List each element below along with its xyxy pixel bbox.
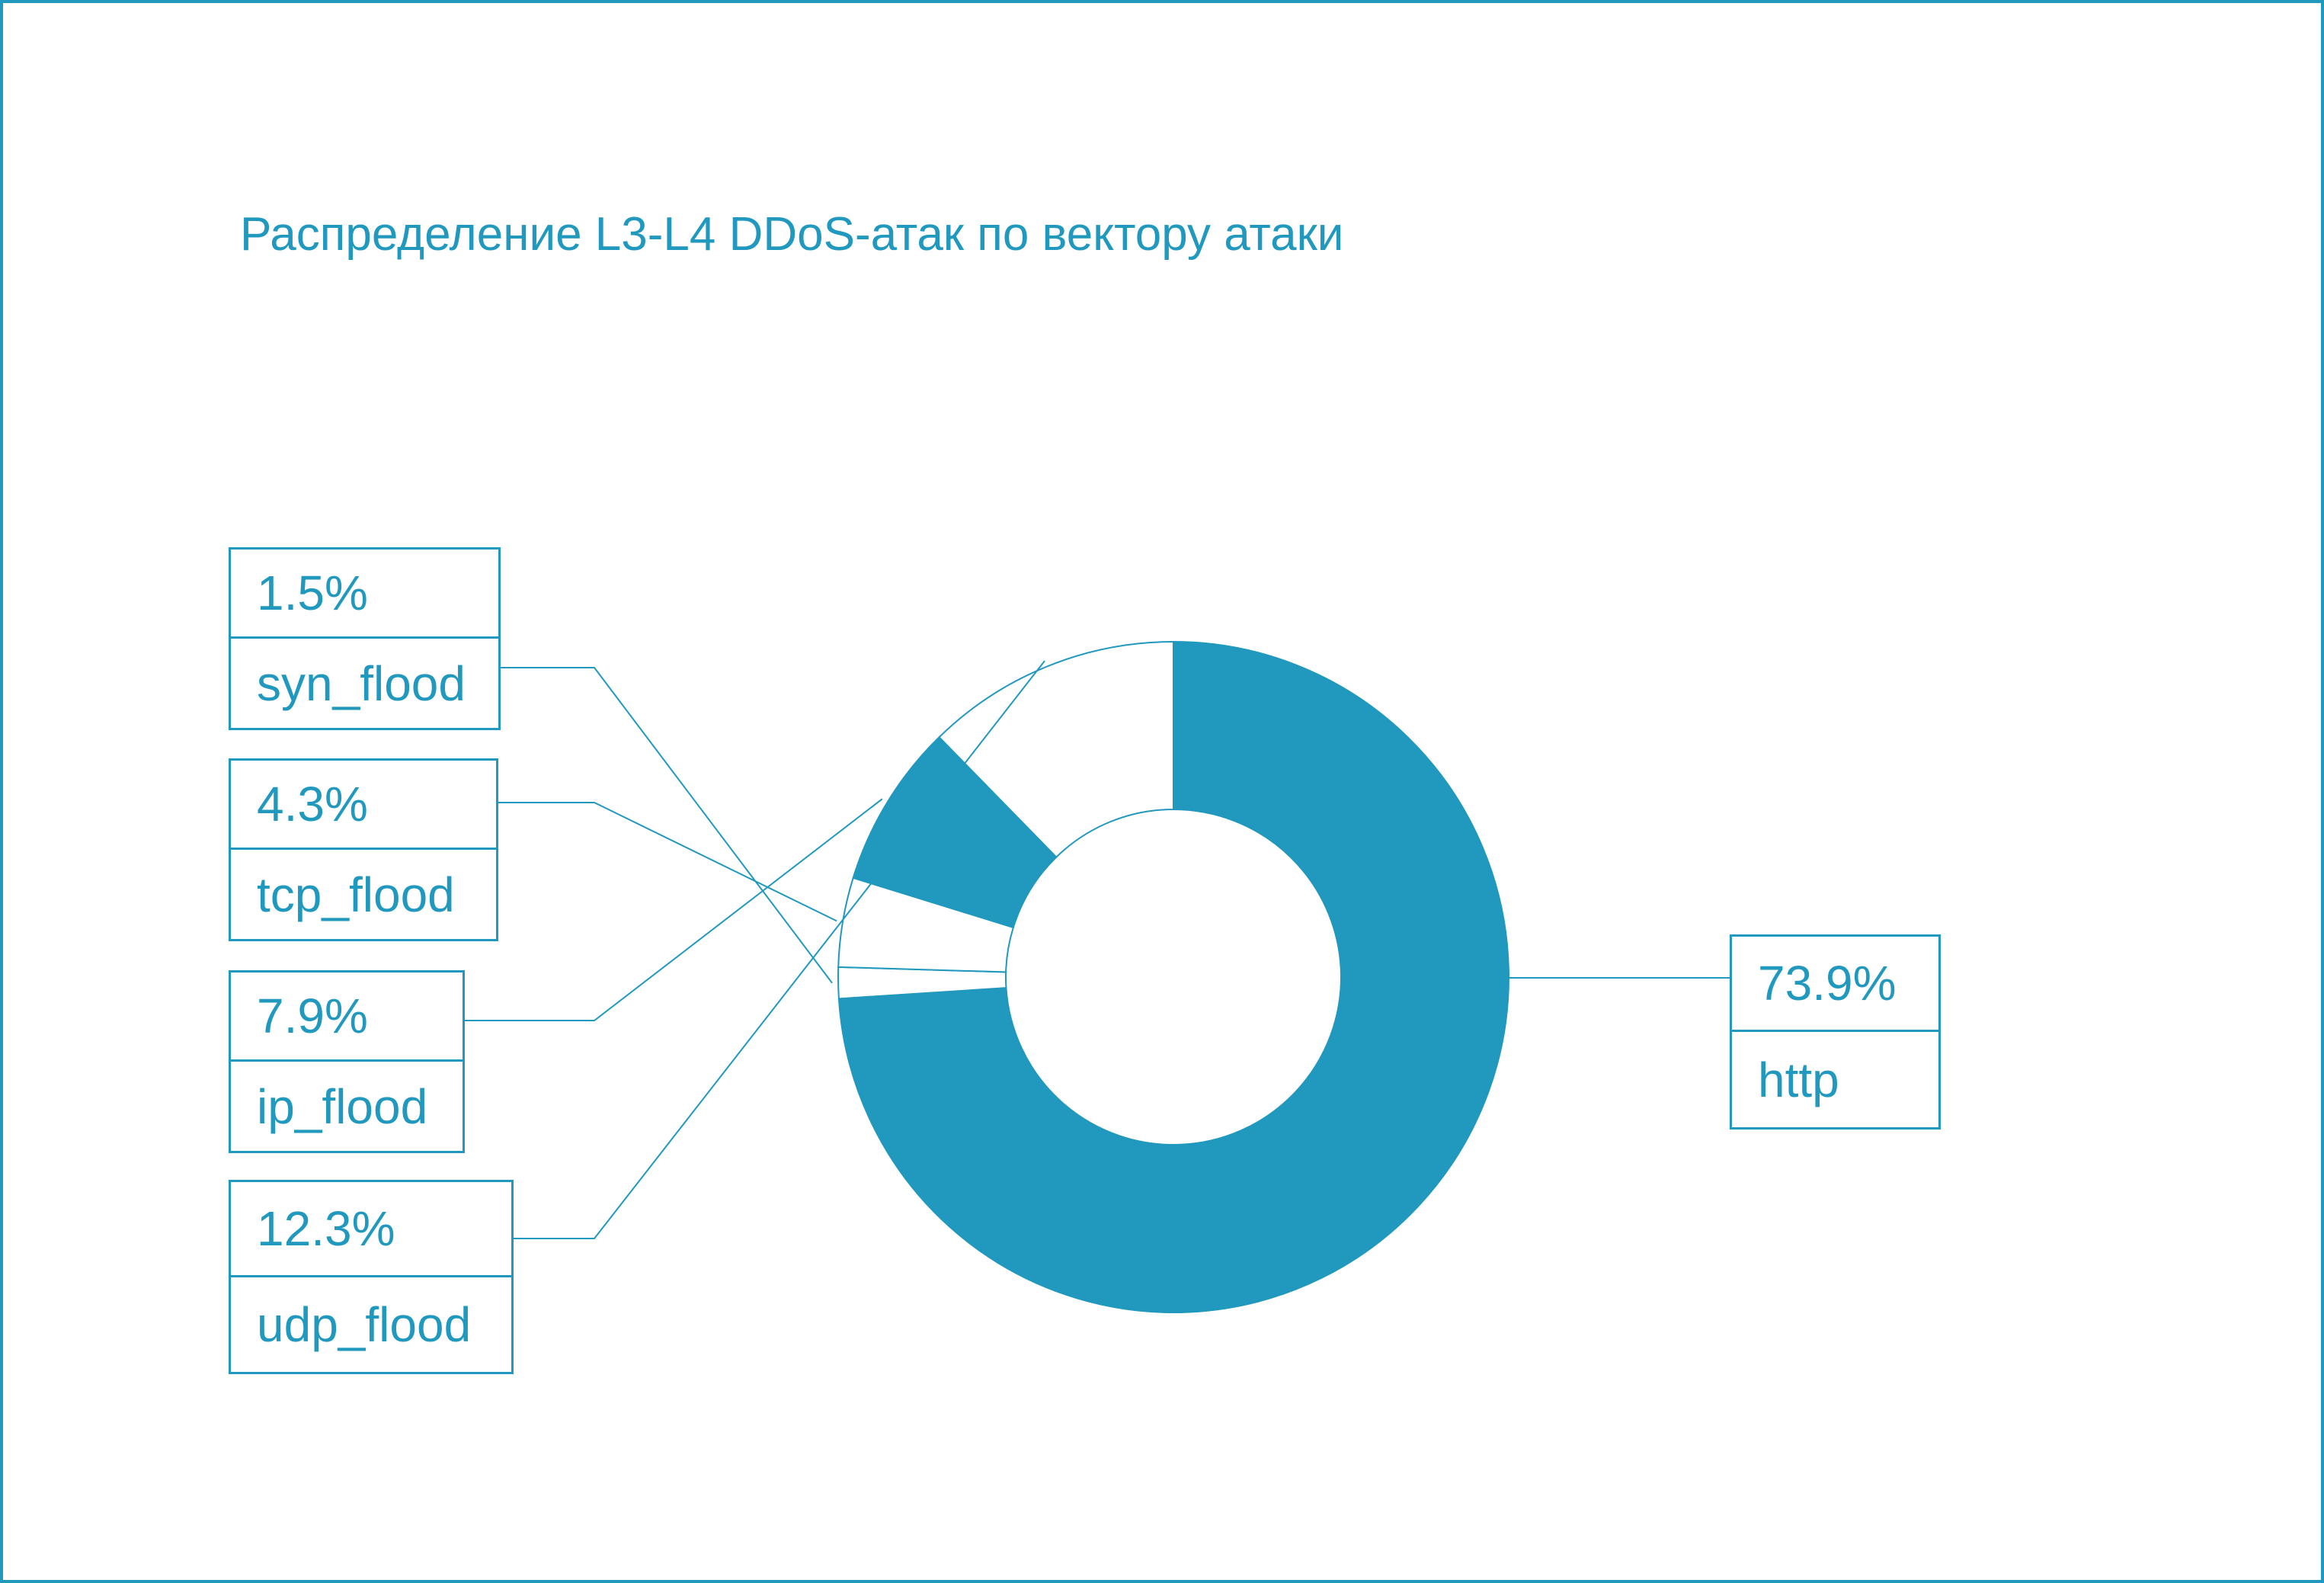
slice-http [837, 640, 1509, 1313]
label-udp-flood-value: 12.3% [231, 1182, 511, 1277]
leader-line-syn-flood [501, 667, 833, 984]
label-http-name: http [1758, 1052, 1839, 1107]
leader-line-udp-flood [514, 660, 1045, 1239]
chart-title: Распределение L3-L4 DDoS-атак по вектору… [240, 208, 1344, 261]
label-ip-flood-name: ip_flood [257, 1078, 428, 1134]
label-http: 73.9% http [1730, 934, 1941, 1130]
label-tcp-flood: 4.3% tcp_flood [229, 758, 498, 941]
label-tcp-flood-value: 4.3% [231, 761, 496, 850]
leader-lines [465, 660, 1730, 1239]
label-udp-flood-name: udp_flood [257, 1296, 472, 1352]
label-syn-flood-value: 1.5% [231, 550, 498, 639]
leader-line-tcp-flood [498, 802, 837, 922]
label-ip-flood: 7.9% ip_flood [229, 970, 465, 1153]
label-syn-flood: 1.5% syn_flood [229, 547, 501, 730]
leader-line-ip-flood [465, 798, 883, 1021]
label-udp-flood: 12.3% udp_flood [229, 1180, 514, 1374]
label-tcp-flood-name: tcp_flood [257, 867, 455, 922]
label-syn-flood-name: syn_flood [257, 655, 466, 711]
donut-slices [837, 640, 1509, 1313]
label-ip-flood-value: 7.9% [231, 973, 463, 1062]
slice-udp-flood [938, 640, 1174, 859]
label-http-value: 73.9% [1732, 937, 1938, 1032]
